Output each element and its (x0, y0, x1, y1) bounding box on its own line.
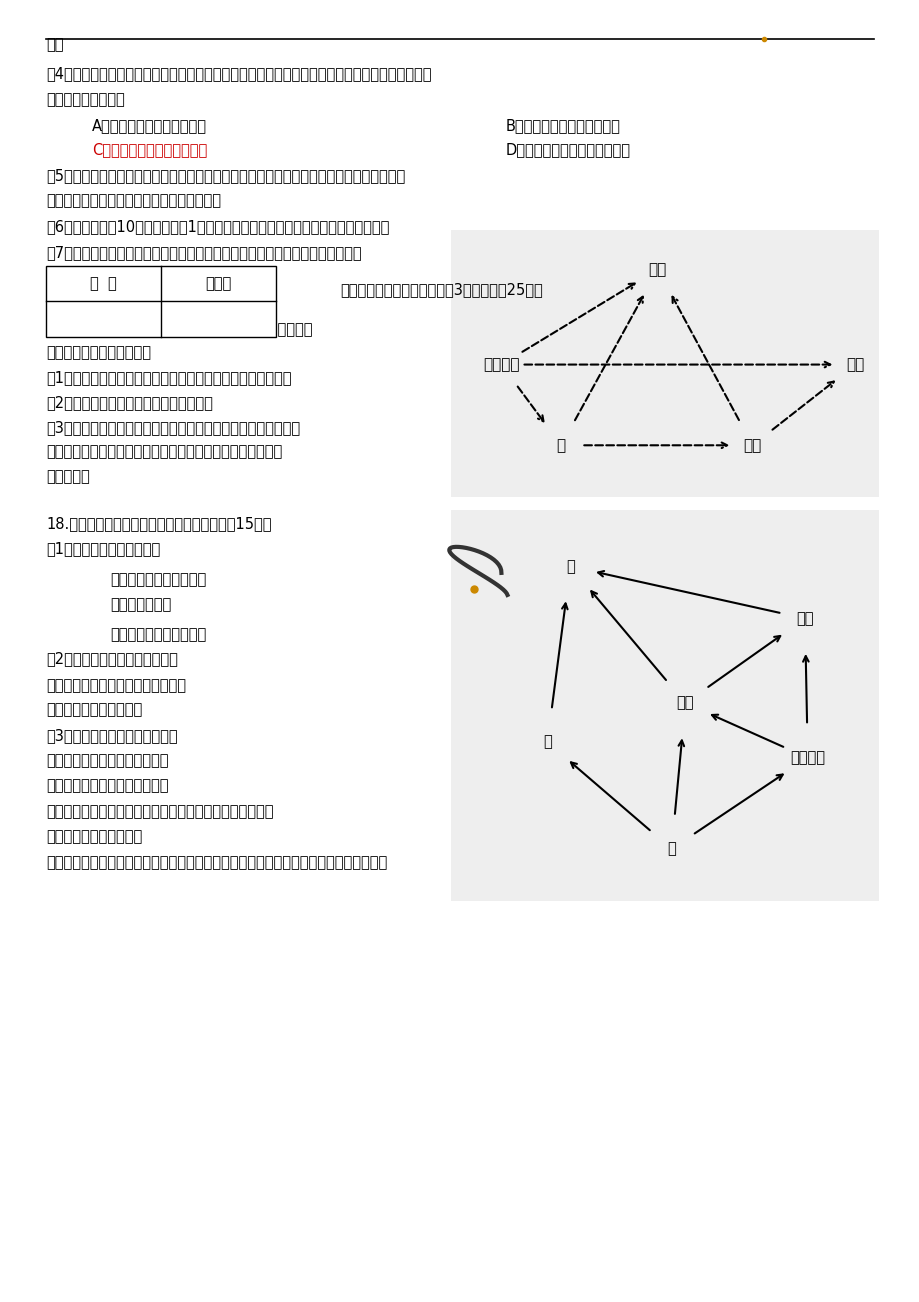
Text: （2）从总体上看植物的数量总是: （2）从总体上看植物的数量总是 (46, 651, 177, 667)
Text: 两种环境的对照。此实验是＿＿＿＿＿实验。: 两种环境的对照。此实验是＿＿＿＿＿实验。 (46, 193, 221, 208)
Text: D．不再做此实验直接提出结论: D．不再做此实验直接提出结论 (505, 142, 630, 158)
Text: （3）从图中可以看出，生产者与: （3）从图中可以看出，生产者与 (46, 728, 177, 743)
Text: ＿＿＿＿＿＿＿＿＿＿；: ＿＿＿＿＿＿＿＿＿＿； (110, 572, 207, 587)
Text: 青蛙: 青蛙 (795, 611, 813, 626)
Text: 示为：＿＿＿＿＿＿＿＿＿＿＿＿＿＿＿＿＿＿＿＿＿＿＿＿＿＿＿＿＿＿＿＿＿＿＿。: 示为：＿＿＿＿＿＿＿＿＿＿＿＿＿＿＿＿＿＿＿＿＿＿＿＿＿＿＿＿＿＿＿＿＿＿＿。 (46, 854, 387, 870)
Text: 系。这样就形成了＿＿＿＿。本: 系。这样就形成了＿＿＿＿。本 (46, 777, 168, 793)
Text: 鼠: 鼠 (542, 734, 551, 750)
Text: B．修正实验结果以符合假设: B．修正实验结果以符合假设 (505, 117, 620, 133)
Text: ＿＿＿＿。: ＿＿＿＿。 (46, 469, 90, 484)
Text: 蛇: 蛇 (565, 559, 574, 574)
Text: 得  分: 得 分 (90, 276, 117, 292)
Text: 18.右图是某种生态系统图解，请据图回答：（15分）: 18.右图是某种生态系统图解，请据图回答：（15分） (46, 516, 271, 531)
Text: ＿。: ＿。 (46, 36, 63, 52)
Text: 三、综合分析题（本大题包括3个小题，共25分）: 三、综合分析题（本大题包括3个小题，共25分） (340, 281, 542, 297)
Text: 应该怎么做（　　）: 应该怎么做（ ） (46, 91, 125, 107)
Text: ＿＿＿＿＿＿＿＿＿＿。: ＿＿＿＿＿＿＿＿＿＿。 (110, 626, 207, 642)
Text: （6）实验中用了10只鼠妇而不用1只是为了＿＿＿＿＿＿＿＿＿＿＿＿＿＿＿＿＿。: （6）实验中用了10只鼠妇而不用1只是为了＿＿＿＿＿＿＿＿＿＿＿＿＿＿＿＿＿。 (46, 219, 389, 234)
Text: （1）图中属于生产者的是：: （1）图中属于生产者的是： (46, 540, 160, 556)
Text: 蟳蟂: 蟳蟂 (743, 437, 761, 453)
Bar (450, 510, 878, 901)
Text: 黄雀: 黄雀 (845, 357, 864, 372)
Text: 草: 草 (666, 841, 675, 857)
Bar (450, 230, 878, 497)
Text: 细菌: 细菌 (648, 262, 666, 277)
Text: 17.（5分）俧话说“蟳蟂捕蝉，黄雀在后”。它描绘了一个简单的: 17.（5分）俧话说“蟳蟂捕蝉，黄雀在后”。它描绘了一个简单的 (46, 320, 312, 336)
Text: 中最长的一条食物链可表: 中最长的一条食物链可表 (46, 828, 142, 844)
Text: 蜘蛛: 蜘蛛 (675, 695, 694, 711)
Text: （2）黄雀与蟳蟂的关系是＿＿＿＿关系。: （2）黄雀与蟳蟂的关系是＿＿＿＿关系。 (46, 395, 212, 410)
Text: 属于消费者是：: 属于消费者是： (110, 596, 172, 612)
Text: 么右图中有＿＿条食物链，可表示为：＿＿＿＿＿＿＿＿＿＿: 么右图中有＿＿条食物链，可表示为：＿＿＿＿＿＿＿＿＿＿ (46, 444, 282, 460)
Text: 绿色植物: 绿色植物 (482, 357, 519, 372)
Text: 评卷人: 评卷人 (205, 276, 232, 292)
Text: 量总比肉食动物＿＿＿；: 量总比肉食动物＿＿＿； (46, 702, 142, 717)
Text: 食草昆虫: 食草昆虫 (789, 750, 824, 766)
Text: （5）在设计实验时，注意了使鼠妇的生活环境除＿＿＿外都保持相同，形成了＿＿＿＿＿＿: （5）在设计实验时，注意了使鼠妇的生活环境除＿＿＿外都保持相同，形成了＿＿＿＿＿… (46, 168, 404, 184)
Bar (46, 266, 276, 337)
Text: （7）实验完毕后，用过的鼠妇应怎样处理？＿＿＿＿＿＿＿＿＿＿＿＿＿＿＿。: （7）实验完毕后，用过的鼠妇应怎样处理？＿＿＿＿＿＿＿＿＿＿＿＿＿＿＿。 (46, 245, 361, 260)
Text: 蝉: 蝉 (556, 437, 565, 453)
Text: A．放弃实验不再探讨此问题: A．放弃实验不再探讨此问题 (92, 117, 207, 133)
Text: （3）消费者与生产者之间的吃与被吃的联系就形成了食物链。那: （3）消费者与生产者之间的吃与被吃的联系就形成了食物链。那 (46, 419, 300, 435)
Text: 消费者之间的关系是＿＿＿＿关: 消费者之间的关系是＿＿＿＿关 (46, 753, 168, 768)
Text: （1）生产者是＿＿＿＿＿；细菌在生态系统中是＿＿＿＿＿。: （1）生产者是＿＿＿＿＿；细菌在生态系统中是＿＿＿＿＿。 (46, 370, 291, 385)
Text: 生态系统图，请据图回答：: 生态系统图，请据图回答： (46, 345, 151, 361)
Text: （4）假设的提出不是凭空臆造的，需要有较丰富的＿＿＿＿＿＿＿＿。当实验结果不符合假设时，: （4）假设的提出不是凭空臆造的，需要有较丰富的＿＿＿＿＿＿＿＿。当实验结果不符合… (46, 65, 431, 81)
Text: C．重新提出假设再进行实验: C．重新提出假设再进行实验 (92, 142, 207, 158)
Text: 图中有＿＿条食物链，它们相互联联，形成＿＿＿＿。此图: 图中有＿＿条食物链，它们相互联联，形成＿＿＿＿。此图 (46, 803, 273, 819)
Text: 比食草动物＿＿＿＿，食草动物的数: 比食草动物＿＿＿＿，食草动物的数 (46, 677, 186, 693)
